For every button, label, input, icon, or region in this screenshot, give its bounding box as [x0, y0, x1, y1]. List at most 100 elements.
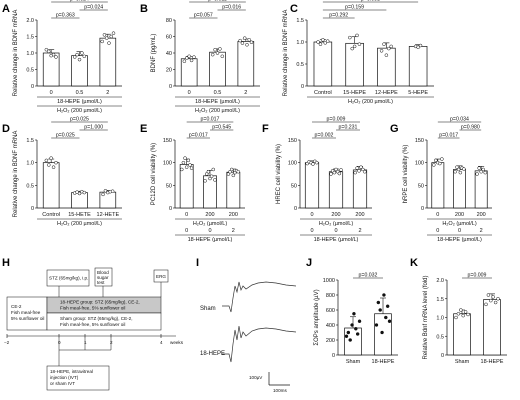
- panel-g-x-row1-label: 200: [477, 212, 486, 218]
- panel-label-E: E: [140, 123, 147, 135]
- panel-e-data-point: [213, 178, 217, 182]
- panel-g-x-row2-label: 0: [458, 228, 461, 234]
- panel-c-p-value: p=0.051: [361, 0, 380, 3]
- panel-d-y-tick-label: 1.5: [26, 138, 34, 144]
- panel-b-x-tick-label: 0.5: [214, 90, 222, 96]
- panel-g-data-point: [479, 169, 483, 174]
- panel-d-data-point: [101, 192, 105, 197]
- panel-b-y-tick-label: 20: [166, 68, 172, 74]
- panel-a-data-point: [75, 52, 79, 57]
- panel-b-bar: [180, 58, 198, 87]
- panel-g-p-value: p=0.017: [439, 133, 458, 139]
- panel-g-bar: [453, 169, 466, 209]
- panel-f-data-point: [311, 162, 315, 166]
- timeline-diagram: STZ (65mg/kg), i.p. Blood sugar test ERG…: [4, 267, 184, 391]
- panel-f-y-axis-title: HREC cell viability (%): [276, 144, 282, 204]
- panel-c-data-point: [357, 42, 362, 46]
- panel-k-data-point: [493, 300, 498, 305]
- panel-f-bar: [328, 171, 344, 209]
- panel-b-data-point: [247, 38, 251, 42]
- panel-g-x-row1-label: 200: [455, 212, 464, 218]
- panel-a-data-point: [80, 51, 84, 55]
- weeks-label: weeks: [170, 340, 184, 345]
- panel-j-data-point: [348, 338, 352, 342]
- panel-e-data-point: [211, 167, 216, 172]
- injection-text-2: injection (IVT): [50, 375, 79, 380]
- panel-b-p-value: p=0.057: [194, 13, 213, 19]
- panel-f-x-row1-label: 0: [310, 212, 313, 218]
- panel-c-p-value: p=0.159: [345, 5, 364, 11]
- panel-c-data-point: [316, 40, 320, 44]
- panel-g-y-tick-label: 50: [418, 183, 424, 189]
- panel-k-y-tick-label: 1.0: [436, 316, 444, 322]
- panel-c-y-tick-label: 1.0: [296, 40, 304, 46]
- panel-e-data-point: [231, 173, 236, 178]
- panel-f-y-tick-label: 150: [288, 138, 297, 144]
- panel-k-data-point: [459, 308, 463, 312]
- panel-e-data-point: [188, 163, 192, 167]
- panel-g-y-tick-label: 150: [415, 138, 424, 144]
- panel-g-data-point: [453, 169, 457, 174]
- panel-a-data-point: [107, 41, 111, 45]
- panel-g-p-value: p=0.034: [450, 117, 469, 123]
- panel-f-data-point: [337, 171, 342, 176]
- panel-k-data-point: [484, 302, 488, 307]
- panel-label-F: F: [262, 123, 269, 135]
- panel-g-data-point: [475, 172, 479, 176]
- panel-label-A: A: [2, 3, 10, 15]
- panel-f-bar: [304, 162, 320, 209]
- time-tick-label: 0: [58, 340, 61, 345]
- panel-j-y-tick-label: 1000: [323, 278, 335, 284]
- panel-e-p-value: p=0.545: [212, 125, 231, 131]
- panel-j-data-point: [355, 332, 360, 336]
- panel-a-data-point: [72, 55, 77, 59]
- panel-e-bar: [226, 171, 241, 209]
- panel-b-data-point: [182, 59, 187, 63]
- panel-g-p-value: p=0.980: [461, 125, 480, 131]
- panel-a-x-tick-label: 0: [50, 90, 53, 96]
- panel-c-x-tick-label: Control: [314, 90, 332, 96]
- panel-k-data-point: [489, 298, 493, 303]
- panel-d-p-value: p=0.025: [56, 133, 75, 139]
- panel-label-H: H: [2, 257, 10, 269]
- panel-d-data-point: [54, 160, 58, 165]
- blood-text-2: sugar: [97, 275, 109, 280]
- panel-j-y-tick-label: 0: [332, 353, 335, 359]
- panel-b-data-point: [189, 58, 194, 63]
- panel-a-group-label: H₂O₂ (200 µmol/L): [57, 108, 102, 114]
- hepe-group-text-1: 18-HEPE group: STZ (65mg/kg), CE-2,: [60, 300, 140, 305]
- panel-a-data-point: [44, 47, 49, 52]
- panel-f-data-point: [329, 172, 333, 176]
- panel-f-p-value: p=0.009: [327, 117, 346, 123]
- panel-e-data-point: [184, 165, 189, 169]
- panel-a-y-tick-label: 1.0: [26, 51, 34, 57]
- panel-label-K: K: [410, 257, 418, 269]
- panel-c-data-point: [352, 44, 357, 49]
- panel-k-data-point: [456, 312, 461, 316]
- panel-a-x-tick-label: 2: [106, 90, 109, 96]
- panel-b-p-value: p=0.011: [208, 0, 227, 3]
- panel-e-p-value: p=0.017: [201, 117, 220, 123]
- panel-k-x-tick-label: Sham: [455, 359, 470, 365]
- panel-g-data-point: [456, 167, 461, 172]
- panel-f-p-value: p=0.002: [315, 133, 334, 139]
- panel-j-data-point: [376, 300, 381, 305]
- panel-a-x-tick-label: 0.5: [76, 90, 84, 96]
- panel-g-row2-title: 18-HEPE (µmol/L): [437, 237, 482, 243]
- panel-j-data-point: [354, 327, 358, 331]
- panel-a-y-tick-label: 2.0: [26, 18, 34, 24]
- panel-b-x-tick-label: 2: [244, 90, 247, 96]
- panel-j-data-point: [374, 323, 379, 327]
- panel-c-data-point: [323, 41, 328, 45]
- panel-b-data-point: [210, 52, 215, 57]
- sham-group-box: [46, 312, 162, 331]
- panel-b-data-point: [215, 51, 220, 55]
- panel-c-data-point: [418, 43, 423, 48]
- panel-b-data-point: [238, 38, 242, 43]
- panel-e-data-point: [226, 172, 231, 176]
- panel-b-data-point: [245, 43, 249, 47]
- stz-box: [46, 269, 90, 287]
- panel-g-y-tick-label: 100: [415, 161, 424, 167]
- injection-text-3: or sham IVT: [50, 381, 75, 386]
